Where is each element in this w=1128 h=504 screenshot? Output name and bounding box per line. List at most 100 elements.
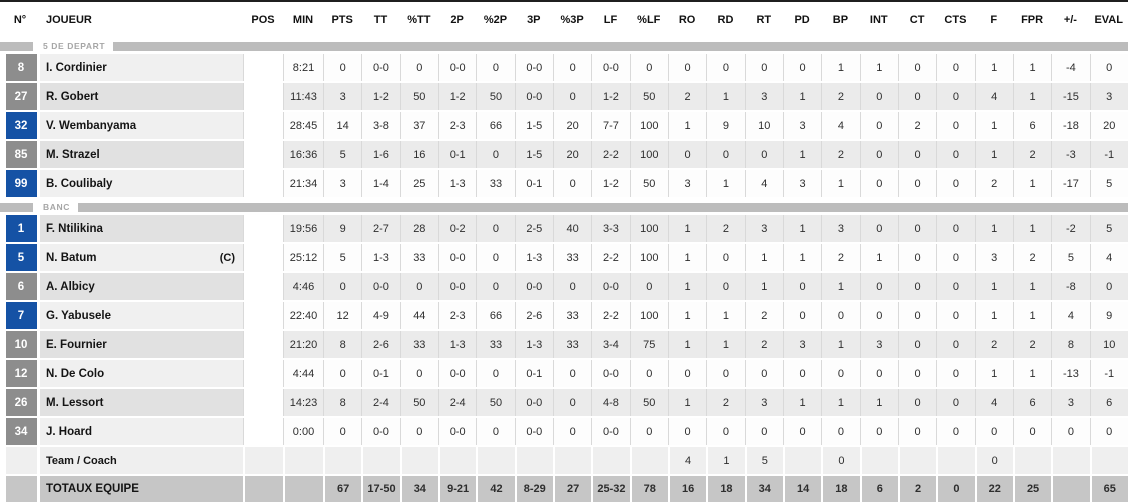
stat-cell: 1 (1012, 302, 1052, 329)
player-name-cell: J. Hoard (40, 418, 243, 445)
stat-cell: 9 (323, 215, 362, 242)
column-header: %TT (407, 14, 431, 26)
stat-cell: 0-0 (361, 273, 400, 300)
stat-cell (361, 447, 400, 474)
stat-cell: 1-3 (361, 244, 400, 271)
stat-cell: 4 (667, 447, 707, 474)
stat-cell: 1-2 (361, 83, 400, 110)
pos-cell (243, 418, 283, 445)
stat-cell: 20 (552, 141, 592, 168)
stat-cell (399, 447, 438, 474)
stat-cell: 0-0 (437, 418, 477, 445)
stat-cell: -8 (1051, 273, 1090, 300)
player-name-cell: F. Ntilikina (40, 215, 243, 242)
column-header: BP (832, 14, 849, 26)
stat-cell: 1 (974, 112, 1013, 139)
player-name-cell: M. Lessort (40, 389, 243, 416)
player-name: R. Gobert (46, 90, 99, 103)
stat-cell: 33 (552, 331, 592, 358)
stat-cell: 20 (552, 112, 592, 139)
stat-cell (552, 447, 592, 474)
stat-cell: 1-2 (591, 83, 630, 110)
stat-cell: 37 (399, 112, 438, 139)
player-name-cell: I. Cordinier (40, 54, 243, 81)
stat-cell: 2 (974, 331, 1013, 358)
stat-cell: 0 (399, 360, 438, 387)
player-row: 12 N. De Colo 4:44 0 0-1 0 0-0 0 0-1 0 0-0 0 0 0 0 0 0 0 0… (0, 360, 1128, 387)
stat-cell (476, 447, 515, 474)
pos-cell (243, 273, 283, 300)
stat-cell: 0-0 (437, 244, 477, 271)
stat-cell (1012, 447, 1052, 474)
stat-cell: 7-7 (591, 112, 630, 139)
player-name: N. De Colo (46, 367, 105, 380)
stat-cell: 0 (936, 83, 975, 110)
stat-cell: 6 (1089, 389, 1128, 416)
pos-cell (243, 141, 283, 168)
player-stats: 28:45 14 3-8 37 2-3 66 1-5 20 7-7 100 1 9 10 3 4 0 2 0 1 6-… (283, 112, 1128, 139)
stat-cell: 0 (706, 273, 745, 300)
stat-cell: 1 (744, 273, 783, 300)
stat-cell: 3 (744, 215, 783, 242)
stat-cell: 1-5 (514, 112, 553, 139)
stat-cell: 3 (323, 170, 362, 197)
stat-cell: 0 (323, 418, 362, 445)
stat-cell: 2-4 (437, 389, 477, 416)
stat-cell: 100 (629, 215, 668, 242)
player-name-cell: V. Wembanyama (40, 112, 243, 139)
stat-cell: 1 (667, 244, 707, 271)
stat-cell: 14 (782, 476, 822, 502)
column-header: F (990, 14, 998, 26)
section-bar-left (0, 202, 33, 212)
player-stats: 4:46 0 0-0 0 0-0 0 0-0 0 0-0 0 1 0 1 0 1 0 0 0 1 1 -8 0 (283, 273, 1128, 300)
stat-cell: 1 (859, 54, 898, 81)
stat-cell: 8 (1051, 331, 1090, 358)
stat-cell: 4 (821, 112, 860, 139)
stat-cell: 0 (859, 360, 898, 387)
stat-cell: 0 (936, 331, 975, 358)
pos-cell (243, 112, 283, 139)
stat-cell: 1 (782, 215, 822, 242)
column-header: RD (717, 14, 734, 26)
player-row: 8 I. Cordinier 8:21 0 0-0 0 0-0 0 0-0 0 0-0 0 0 0 0 0 1 1… (0, 54, 1128, 81)
stat-cell: 78 (629, 476, 668, 502)
player-number-cell: 99 (0, 170, 40, 197)
column-header-pos: POS (251, 14, 275, 26)
pos-cell (243, 244, 283, 271)
stat-cell: 0 (821, 447, 860, 474)
stat-cell: 21:20 (283, 331, 323, 358)
stat-cell (629, 447, 668, 474)
stat-cell: 0 (897, 302, 937, 329)
stat-cell: 6 (1012, 112, 1052, 139)
stat-cell: 0 (399, 273, 438, 300)
stat-cell: 9-21 (437, 476, 477, 502)
stat-cell: 2-7 (361, 215, 400, 242)
stat-cell: 0 (1089, 418, 1128, 445)
player-name: F. Ntilikina (46, 222, 103, 235)
stat-cell: 1 (821, 273, 860, 300)
stat-cell: 3 (782, 170, 822, 197)
stat-cell: 40 (552, 215, 592, 242)
column-header: FPR (1021, 14, 1044, 26)
stat-cell: 27 (552, 476, 592, 502)
player-name: G. Yabusele (46, 309, 111, 322)
stat-cell: 1 (667, 331, 707, 358)
summary-stats: 67 17-50 34 9-21 42 8-29 27 25-32 78 16 18 34 14 18 6 2… (283, 476, 1128, 502)
stat-cell: 0 (706, 360, 745, 387)
stat-cell: 0 (667, 141, 707, 168)
stat-cell: 0-1 (361, 360, 400, 387)
stat-cell: 1 (1012, 170, 1052, 197)
stat-cell: 5 (323, 244, 362, 271)
stat-cell: 8 (323, 389, 362, 416)
totals-row: TOTAUX EQUIPE 67 17-50 34 9-21 42 8-29 27 25-32 7… (0, 476, 1128, 502)
stat-cell: 2 (706, 389, 745, 416)
stat-cell: 1-3 (514, 244, 553, 271)
stat-cell (283, 476, 323, 502)
stat-cell: 0 (476, 418, 515, 445)
column-header: TT (373, 14, 388, 26)
stat-cell: 3 (1089, 83, 1128, 110)
stat-cell: 1-3 (437, 331, 477, 358)
stat-cell: 2-3 (437, 112, 477, 139)
stat-cell: 25:12 (283, 244, 323, 271)
stat-cell: 2 (744, 331, 783, 358)
